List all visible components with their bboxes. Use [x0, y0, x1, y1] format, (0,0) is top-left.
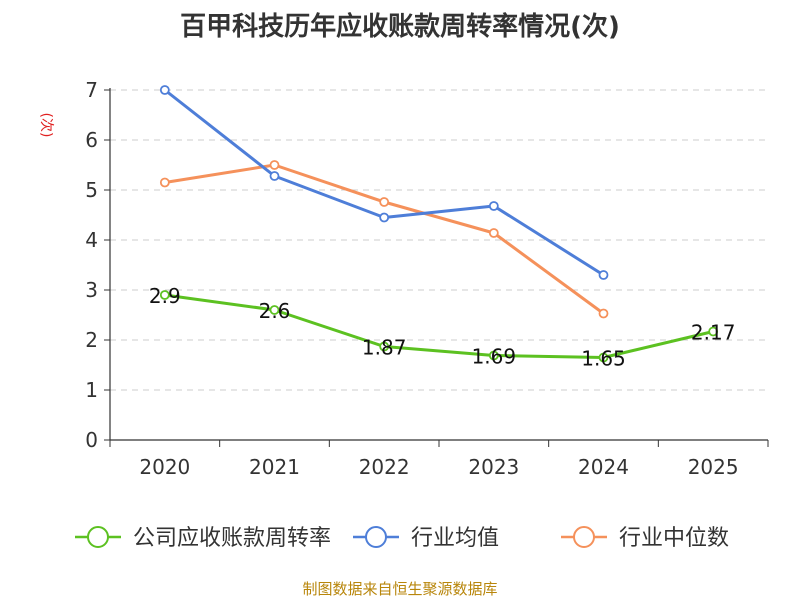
data-point: [379, 197, 390, 207]
data-label: 1.69: [472, 345, 517, 369]
data-label: 1.87: [362, 336, 407, 360]
legend-label: 行业中位数: [619, 526, 729, 551]
x-tick-label: 2023: [468, 455, 519, 479]
y-tick-label: 7: [85, 78, 98, 102]
data-label: 1.65: [581, 347, 626, 371]
x-tick-label: 2020: [139, 455, 190, 479]
y-tick-label: 4: [85, 228, 98, 252]
y-tick-label: 6: [85, 128, 98, 152]
legend-marker: [365, 526, 387, 548]
data-point: [159, 290, 170, 300]
y-tick-label: 3: [85, 278, 98, 302]
data-label: 2.9: [149, 284, 181, 308]
legend-item-2[interactable]: 行业中位数: [561, 526, 729, 551]
y-axis-label: (次): [38, 113, 54, 138]
axes: 0 1 2 3 4 5 6 7 2020 2021 2022 2023 2024 2025: [85, 78, 769, 479]
x-tick-label: 2025: [688, 455, 739, 479]
series-line-2: [164, 163, 605, 315]
legend[interactable]: 公司应收账款周转率 行业均值 行业中位数: [75, 526, 729, 551]
data-point: [708, 326, 719, 337]
legend-item-1[interactable]: 行业均值: [353, 526, 499, 551]
series-group: [159, 85, 719, 363]
series-line-0: [164, 293, 714, 359]
data-point: [379, 212, 390, 223]
data-point: [598, 352, 609, 363]
data-point: [159, 177, 170, 188]
data-point: [379, 341, 390, 352]
legend-label: 公司应收账款周转率: [133, 526, 331, 551]
y-tick-label: 1: [85, 378, 98, 402]
series-line-1: [163, 88, 605, 277]
data-point: [269, 305, 280, 315]
x-tick-label: 2022: [359, 455, 410, 479]
legend-item-0[interactable]: 公司应收账款周转率: [75, 526, 331, 551]
data-point: [598, 270, 609, 280]
data-label: 2.6: [259, 299, 291, 323]
legend-marker: [87, 526, 109, 548]
data-point: [488, 350, 499, 361]
legend-label: 行业均值: [411, 526, 499, 551]
data-point: [159, 85, 170, 95]
data-point: [598, 308, 609, 319]
data-point: [269, 171, 280, 181]
data-point: [269, 160, 280, 170]
chart-title: 百甲科技历年应收账款周转率情况(次): [180, 12, 620, 42]
x-tick-label: 2024: [578, 455, 629, 479]
data-label: 2.17: [691, 321, 736, 345]
grid-lines: [110, 89, 768, 391]
x-tick-label: 2021: [249, 455, 300, 479]
legend-marker: [573, 526, 595, 548]
y-tick-label: 0: [85, 428, 98, 452]
data-point: [488, 228, 499, 238]
data-point: [488, 201, 499, 211]
source-note: 制图数据来自恒生聚源数据库: [302, 580, 498, 598]
y-tick-label: 5: [85, 178, 98, 202]
data-labels: 2.9 2.6 1.87 1.69 1.65 2.17: [149, 284, 736, 371]
y-tick-label: 2: [85, 328, 98, 352]
